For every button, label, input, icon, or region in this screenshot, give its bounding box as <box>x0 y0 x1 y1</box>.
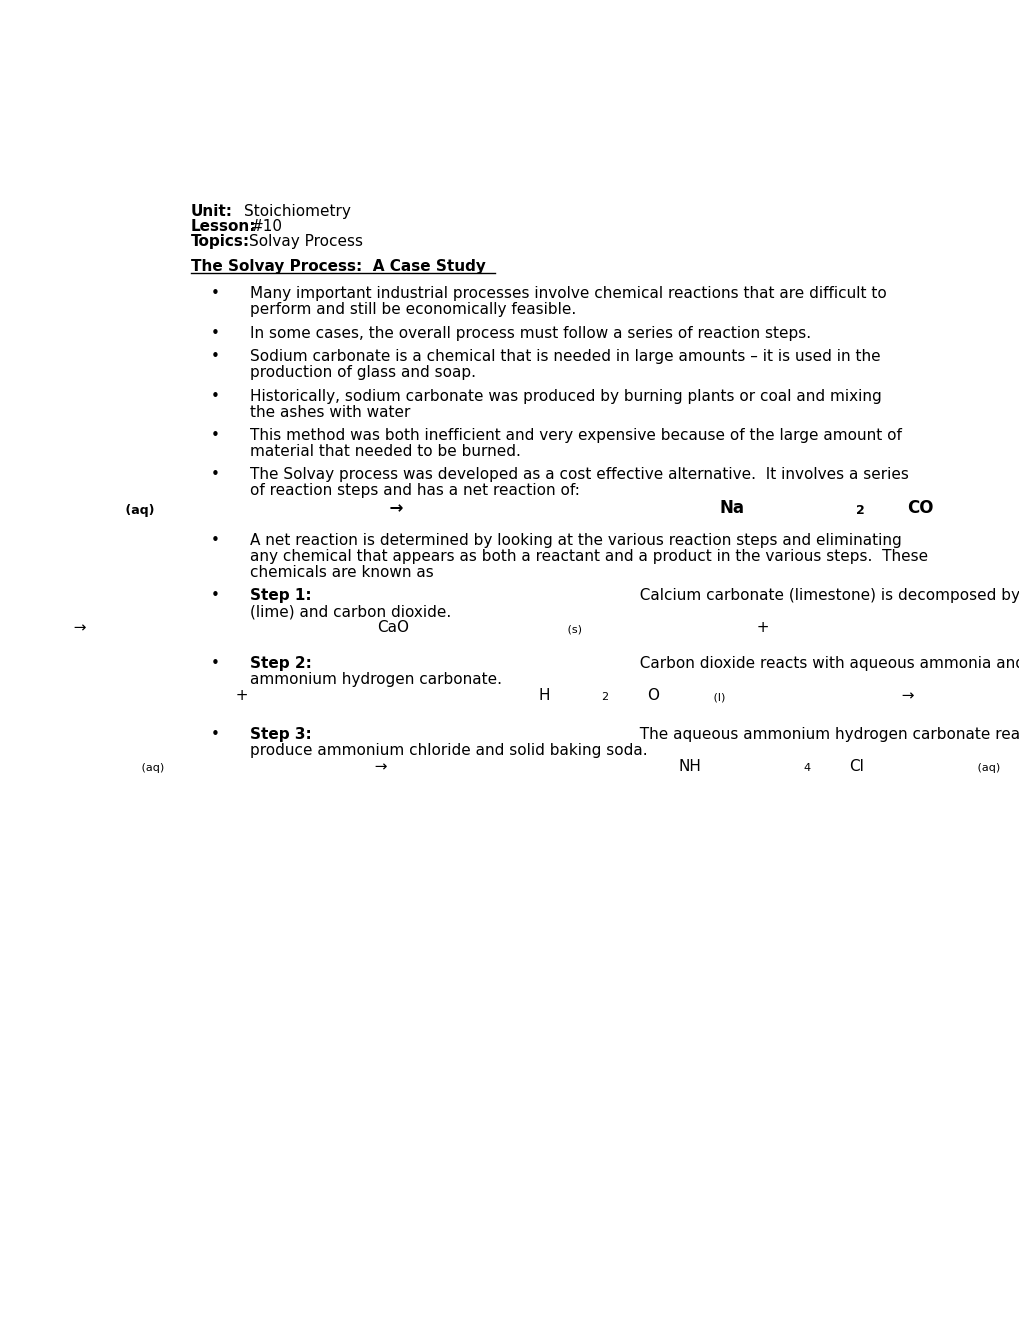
Text: →: → <box>365 759 397 774</box>
Text: Solvay Process: Solvay Process <box>249 235 363 249</box>
Text: A net reaction is determined by looking at the various reaction steps and elimin: A net reaction is determined by looking … <box>250 533 901 548</box>
Text: +: + <box>746 620 779 635</box>
Text: Stoichiometry: Stoichiometry <box>245 205 351 219</box>
Text: Topics:: Topics: <box>191 235 250 249</box>
Text: CO: CO <box>906 499 932 517</box>
Text: #10: #10 <box>251 219 282 235</box>
Text: This method was both inefficient and very expensive because of the large amount : This method was both inefficient and ver… <box>250 428 901 444</box>
Text: chemicals are known as: chemicals are known as <box>250 565 438 579</box>
Text: In some cases, the overall process must follow a series of reaction steps.: In some cases, the overall process must … <box>250 326 810 341</box>
Text: •: • <box>210 326 219 341</box>
Text: any chemical that appears as both a reactant and a product in the various steps.: any chemical that appears as both a reac… <box>250 549 927 564</box>
Text: (aq): (aq) <box>138 763 164 774</box>
Text: The aqueous ammonium hydrogen carbonate reacts with sodium chloride to: The aqueous ammonium hydrogen carbonate … <box>630 726 1019 742</box>
Text: →: → <box>891 688 923 704</box>
Text: •: • <box>210 388 219 404</box>
Text: •: • <box>210 533 219 548</box>
Text: Step 3:: Step 3: <box>250 726 312 742</box>
Text: (aq): (aq) <box>121 504 155 516</box>
Text: Historically, sodium carbonate was produced by burning plants or coal and mixing: Historically, sodium carbonate was produ… <box>250 388 880 404</box>
Text: ammonium hydrogen carbonate.: ammonium hydrogen carbonate. <box>250 672 501 686</box>
Text: The Solvay Process:  A Case Study: The Solvay Process: A Case Study <box>191 259 485 275</box>
Text: •: • <box>210 726 219 742</box>
Text: Many important industrial processes involve chemical reactions that are difficul: Many important industrial processes invo… <box>250 286 886 301</box>
Text: +: + <box>225 688 258 704</box>
Text: Carbon dioxide reacts with aqueous ammonia and water to form aqueous: Carbon dioxide reacts with aqueous ammon… <box>630 656 1019 671</box>
Text: produce ammonium chloride and solid baking soda.: produce ammonium chloride and solid baki… <box>250 743 647 758</box>
Text: •: • <box>210 428 219 444</box>
Text: →: → <box>377 499 414 517</box>
Text: (s): (s) <box>564 624 582 635</box>
Text: Unit:: Unit: <box>191 205 232 219</box>
Text: CaO: CaO <box>376 620 409 635</box>
Text: material that needed to be burned.: material that needed to be burned. <box>250 444 521 459</box>
Text: Calcium carbonate (limestone) is decomposed by heat to form calcium oxide: Calcium carbonate (limestone) is decompo… <box>630 589 1019 603</box>
Text: →: → <box>63 620 96 635</box>
Text: Step 1:: Step 1: <box>250 589 312 603</box>
Text: The Solvay process was developed as a cost effective alternative.  It involves a: The Solvay process was developed as a co… <box>250 467 908 482</box>
Text: •: • <box>210 286 219 301</box>
Text: 2: 2 <box>601 692 608 702</box>
Text: NH: NH <box>678 759 700 774</box>
Text: of reaction steps and has a net reaction of:: of reaction steps and has a net reaction… <box>250 483 580 499</box>
Text: Cl: Cl <box>848 759 863 774</box>
Text: •: • <box>210 656 219 671</box>
Text: Lesson:: Lesson: <box>191 219 256 235</box>
Text: (lime) and carbon dioxide.: (lime) and carbon dioxide. <box>250 605 450 619</box>
Text: perform and still be economically feasible.: perform and still be economically feasib… <box>250 302 576 317</box>
Text: Na: Na <box>718 499 744 517</box>
Text: production of glass and soap.: production of glass and soap. <box>250 366 476 380</box>
Text: Sodium carbonate is a chemical that is needed in large amounts – it is used in t: Sodium carbonate is a chemical that is n… <box>250 350 879 364</box>
Text: 2: 2 <box>855 504 864 516</box>
Text: •: • <box>210 589 219 603</box>
Text: Step 2:: Step 2: <box>250 656 312 671</box>
Text: •: • <box>210 467 219 482</box>
Text: the ashes with water: the ashes with water <box>250 404 410 420</box>
Text: 4: 4 <box>803 763 810 774</box>
Text: (l): (l) <box>709 692 725 702</box>
Text: O: O <box>646 688 658 704</box>
Text: (aq): (aq) <box>973 763 1000 774</box>
Text: H: H <box>538 688 550 704</box>
Text: •: • <box>210 350 219 364</box>
